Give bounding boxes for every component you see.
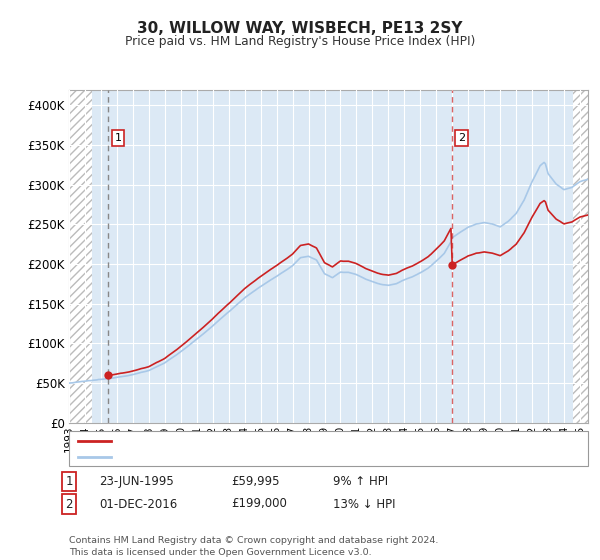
Text: 23-JUN-1995: 23-JUN-1995: [99, 475, 174, 488]
Text: 9% ↑ HPI: 9% ↑ HPI: [333, 475, 388, 488]
Text: 01-DEC-2016: 01-DEC-2016: [99, 497, 177, 511]
Bar: [69, 90, 92, 423]
Text: 2: 2: [458, 133, 465, 143]
Text: Contains HM Land Registry data © Crown copyright and database right 2024.
This d: Contains HM Land Registry data © Crown c…: [69, 536, 439, 557]
Text: £59,995: £59,995: [231, 475, 280, 488]
Text: 30, WILLOW WAY, WISBECH, PE13 2SY: 30, WILLOW WAY, WISBECH, PE13 2SY: [137, 21, 463, 36]
Text: Price paid vs. HM Land Registry's House Price Index (HPI): Price paid vs. HM Land Registry's House …: [125, 35, 475, 48]
Text: 13% ↓ HPI: 13% ↓ HPI: [333, 497, 395, 511]
Bar: [574, 90, 588, 423]
Text: HPI: Average price, detached house, Fenland: HPI: Average price, detached house, Fenl…: [118, 452, 374, 462]
Text: 1: 1: [115, 133, 122, 143]
Text: 1: 1: [65, 475, 73, 488]
Text: 30, WILLOW WAY, WISBECH, PE13 2SY (detached house): 30, WILLOW WAY, WISBECH, PE13 2SY (detac…: [118, 436, 440, 446]
Text: 2: 2: [65, 497, 73, 511]
Text: £199,000: £199,000: [231, 497, 287, 511]
